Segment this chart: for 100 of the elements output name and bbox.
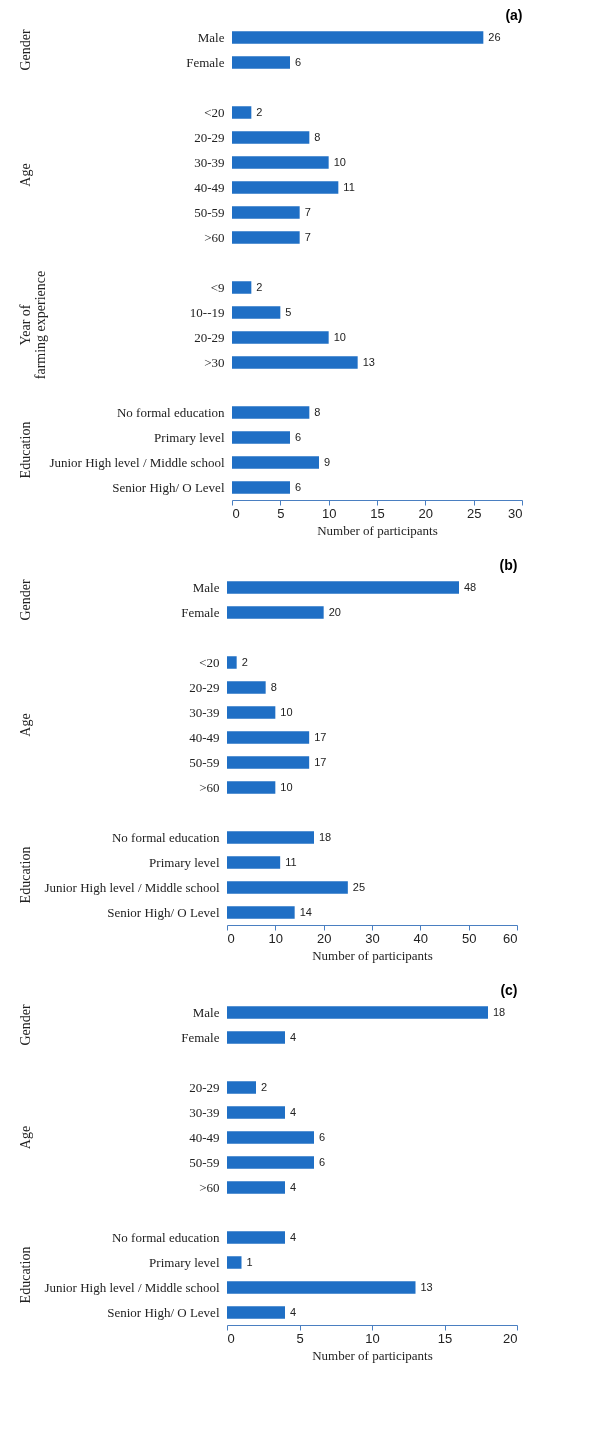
bar bbox=[227, 1081, 256, 1094]
y-tick-label: >60 bbox=[199, 1179, 220, 1195]
bar bbox=[227, 606, 324, 619]
bar bbox=[232, 31, 484, 44]
bar bbox=[232, 106, 252, 119]
bar bbox=[232, 231, 300, 244]
y-tick-label: Male bbox=[192, 1004, 220, 1020]
data-label: 17 bbox=[314, 730, 327, 743]
x-tick-label: 15 bbox=[437, 1330, 453, 1346]
x-tick-label: 0 bbox=[232, 505, 240, 521]
bar bbox=[227, 1106, 285, 1119]
x-tick-label: 15 bbox=[370, 505, 385, 521]
y-tick-label: Female bbox=[181, 1029, 220, 1045]
data-label: 4 bbox=[290, 1105, 297, 1118]
y-tick-label: Female bbox=[186, 54, 225, 70]
data-label: 6 bbox=[295, 480, 302, 493]
data-label: 17 bbox=[314, 755, 327, 768]
y-tick-label: 20-29 bbox=[194, 329, 225, 345]
data-label: 2 bbox=[261, 1080, 268, 1093]
x-tick-label: 0 bbox=[227, 1330, 235, 1346]
text: Year of farming experience bbox=[18, 270, 48, 380]
text: Education bbox=[18, 1246, 33, 1304]
y-tick-label: <20 bbox=[199, 654, 220, 670]
data-label: 6 bbox=[319, 1130, 326, 1143]
data-label: 8 bbox=[314, 405, 321, 418]
text: Age bbox=[18, 713, 33, 737]
x-axis-title: Number of participants bbox=[317, 522, 438, 538]
x-axis-title: Number of participants bbox=[312, 947, 433, 963]
bar bbox=[232, 356, 358, 369]
y-tick-label: 40-49 bbox=[189, 729, 220, 745]
y-tick-label: >30 bbox=[204, 354, 225, 370]
data-label: 4 bbox=[290, 1230, 297, 1243]
y-tick-label: 50-59 bbox=[189, 1154, 220, 1170]
bar bbox=[227, 581, 459, 594]
data-label: 2 bbox=[256, 105, 263, 118]
bar bbox=[227, 731, 310, 744]
y-tick-label: Male bbox=[197, 29, 225, 45]
data-label: 4 bbox=[290, 1305, 297, 1318]
y-tick-label: >60 bbox=[199, 779, 220, 795]
x-tick-label: 20 bbox=[316, 930, 332, 946]
y-tick-label: 20-29 bbox=[189, 679, 220, 695]
text: Education bbox=[18, 846, 33, 904]
data-label: 7 bbox=[304, 205, 311, 218]
bar bbox=[232, 156, 329, 169]
y-tick-label: 50-59 bbox=[194, 204, 225, 220]
y-tick-label: 10--19 bbox=[189, 304, 225, 320]
y-tick-label: Male bbox=[192, 579, 220, 595]
bar bbox=[227, 706, 276, 719]
data-label: 13 bbox=[420, 1280, 433, 1293]
data-label: 10 bbox=[333, 330, 346, 343]
data-label: 6 bbox=[319, 1155, 326, 1168]
x-tick-label: 40 bbox=[413, 930, 429, 946]
data-label: 2 bbox=[241, 655, 248, 668]
x-tick-label: 50 bbox=[461, 930, 477, 946]
bar bbox=[227, 781, 276, 794]
y-tick-label: Primary level bbox=[149, 854, 220, 870]
data-label: 18 bbox=[493, 1005, 506, 1018]
data-label: 5 bbox=[285, 305, 292, 318]
data-label: 7 bbox=[304, 230, 311, 243]
data-label: 4 bbox=[290, 1180, 297, 1193]
y-tick-label: 30-39 bbox=[189, 1104, 220, 1120]
bar bbox=[227, 881, 348, 894]
x-tick-label: 60 bbox=[503, 930, 518, 946]
text: Age bbox=[18, 1125, 33, 1150]
bar bbox=[232, 431, 290, 444]
data-label: 6 bbox=[295, 55, 302, 68]
bar bbox=[232, 481, 290, 494]
x-tick-label: 0 bbox=[227, 930, 235, 946]
data-label: 26 bbox=[488, 30, 501, 43]
data-label: 48 bbox=[464, 580, 477, 593]
bar bbox=[227, 906, 295, 919]
y-tick-label: 40-49 bbox=[194, 179, 225, 195]
chart-title: (a) bbox=[505, 7, 523, 23]
y-tick-label: 30-39 bbox=[189, 704, 220, 720]
bar bbox=[227, 831, 314, 844]
text: Education bbox=[18, 421, 33, 479]
bar bbox=[232, 406, 310, 419]
x-tick-label: 5 bbox=[277, 505, 285, 521]
bar bbox=[227, 1031, 285, 1044]
data-label: 11 bbox=[285, 855, 297, 868]
bar bbox=[227, 856, 281, 869]
bar bbox=[227, 1156, 314, 1169]
data-label: 10 bbox=[333, 155, 346, 168]
y-tick-label: <20 bbox=[204, 104, 225, 120]
data-label: 25 bbox=[352, 880, 366, 893]
x-tick-label: 30 bbox=[508, 505, 523, 521]
data-label: 6 bbox=[295, 430, 302, 443]
bar bbox=[232, 206, 300, 219]
data-label: 8 bbox=[270, 680, 277, 693]
text: Gender bbox=[18, 29, 33, 71]
text: Gender bbox=[18, 579, 33, 621]
bar bbox=[227, 1131, 314, 1144]
y-tick-label: Junior High level / Middle school bbox=[49, 454, 225, 470]
y-tick-label: Junior High level / Middle school bbox=[44, 879, 220, 895]
text: Gender bbox=[18, 1004, 33, 1046]
bar bbox=[232, 56, 290, 69]
x-axis-title: Number of participants bbox=[312, 1347, 433, 1363]
y-tick-label: >60 bbox=[204, 229, 225, 245]
bar bbox=[232, 331, 329, 344]
y-tick-label: 30-39 bbox=[194, 154, 225, 170]
